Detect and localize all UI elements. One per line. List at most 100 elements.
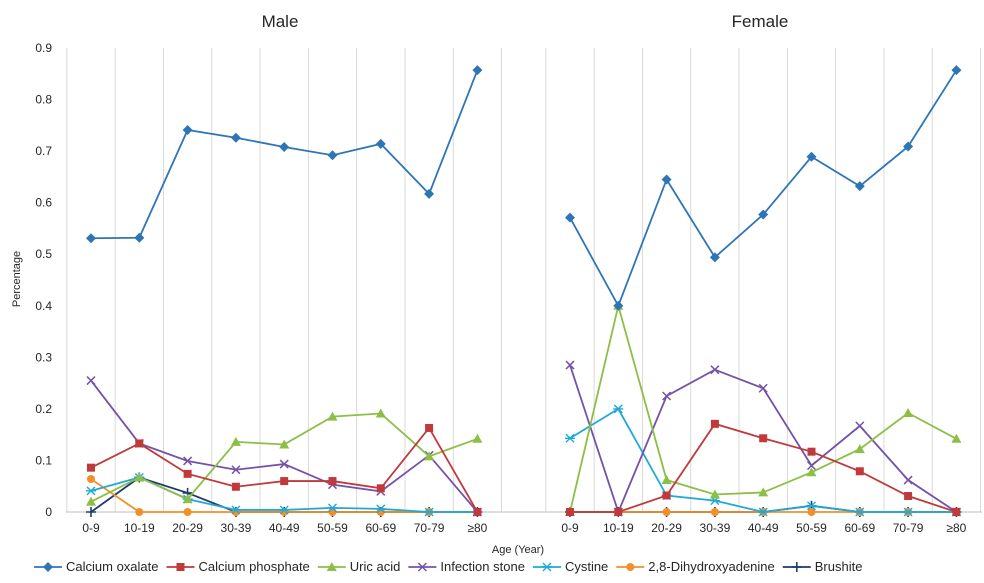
- x-tick-label: 30-39: [221, 521, 252, 535]
- x-tick-label: 20-29: [651, 521, 682, 535]
- data-point-calcium-oxalate: [806, 151, 817, 162]
- x-tick-label: 0-9: [82, 521, 100, 535]
- data-point-infection-stone: [565, 360, 575, 370]
- x-tick-label: 60-69: [365, 521, 396, 535]
- data-point-calcium-phosphate: [710, 419, 719, 428]
- panel-title-female: Female: [732, 12, 789, 31]
- data-point-calcium-phosphate: [328, 477, 337, 486]
- data-point-calcium-phosphate: [231, 482, 240, 491]
- data-point-uric-acid: [709, 489, 720, 499]
- data-point-cystine: [424, 507, 435, 517]
- data-point-calcium-oxalate: [661, 174, 672, 185]
- data-point-calcium-oxalate: [424, 188, 435, 199]
- data-point-calcium-phosphate: [425, 423, 434, 432]
- series-line-uric-acid: [90, 412, 478, 503]
- data-point-uric-acid: [806, 467, 817, 477]
- data-point-brushite: [86, 507, 96, 517]
- data-point-infection-stone: [231, 465, 241, 475]
- y-tick-label: 0.9: [35, 41, 52, 55]
- data-point-calcium-oxalate: [709, 252, 720, 263]
- data-point-calcium-phosphate: [855, 467, 864, 476]
- data-point-uric-acid: [661, 475, 672, 485]
- data-point-uric-acid: [327, 411, 338, 421]
- x-axis-label: Age (Year): [492, 544, 544, 556]
- y-tick-label: 0.2: [35, 402, 52, 416]
- legend-label-cystine: Cystine: [565, 559, 608, 574]
- data-point-infection-stone: [855, 421, 865, 431]
- data-point-infection-stone: [279, 459, 289, 469]
- series-line-calcium-oxalate: [90, 69, 479, 240]
- data-point-infection-stone: [710, 365, 720, 375]
- x-tick-label: 70-79: [414, 521, 445, 535]
- legend-marker-brushite: [791, 562, 802, 572]
- data-point-calcium-oxalate: [903, 141, 914, 152]
- series-line-uric-acid: [569, 305, 957, 513]
- legend-label-infection-stone: Infection stone: [440, 559, 525, 574]
- data-point-calcium-phosphate: [473, 508, 482, 516]
- data-point-calcium-phosphate: [280, 477, 289, 486]
- data-point-cystine: [327, 503, 338, 513]
- data-point-uric-acid: [424, 451, 435, 461]
- x-tick-label: 10-19: [603, 521, 634, 535]
- y-tick-label: 0.5: [35, 247, 52, 261]
- series-line-cystine: [569, 407, 957, 513]
- legend: Calcium oxalate Calcium phosphate Uric aci…: [34, 559, 862, 574]
- data-point-calcium-oxalate: [951, 65, 962, 76]
- x-tick-label: ≥80: [946, 521, 966, 535]
- y-tick-label: 0.1: [35, 453, 52, 467]
- data-point-cystine: [613, 404, 624, 414]
- data-point-uric-acid: [951, 433, 962, 443]
- data-point-cystine: [86, 486, 96, 496]
- plot-area: 0 0.1 0.2 0.3 0.4 0.5 0.6 0.7 0.8 0.9 0-9 10-19 20-2…: [35, 41, 982, 535]
- data-point-calcium-phosphate: [662, 491, 671, 500]
- legend-marker-calcium-oxalate: [43, 562, 53, 572]
- data-point-2-8-dihydroxyadenine: [328, 508, 337, 516]
- legend-marker-cystine: [541, 562, 552, 572]
- data-point-calcium-phosphate: [183, 469, 192, 478]
- x-tick-label: 70-79: [893, 521, 924, 535]
- legend-label-calcium-oxalate: Calcium oxalate: [66, 559, 159, 574]
- data-point-2-8-dihydroxyadenine: [135, 508, 144, 516]
- legend-marker-calcium-phosphate: [176, 563, 185, 571]
- x-tick-label: ≥80: [467, 521, 487, 535]
- data-point-calcium-oxalate: [279, 141, 290, 152]
- data-point-calcium-phosphate: [87, 463, 95, 472]
- data-point-cystine: [806, 501, 817, 511]
- data-point-infection-stone: [758, 383, 768, 393]
- data-point-uric-acid: [854, 444, 865, 454]
- x-tick-label: 60-69: [844, 521, 875, 535]
- y-axis-label: Percentage: [11, 251, 23, 307]
- data-point-cystine: [279, 505, 290, 515]
- data-point-calcium-phosphate: [807, 447, 816, 456]
- data-point-cystine: [375, 504, 386, 514]
- x-tick-label: 50-59: [796, 521, 827, 535]
- data-point-uric-acid: [472, 433, 483, 443]
- data-point-cystine: [230, 505, 241, 515]
- data-point-calcium-oxalate: [758, 209, 769, 220]
- panel-title-male: Male: [262, 12, 299, 31]
- x-tick-label: 40-49: [269, 521, 300, 535]
- data-point-calcium-oxalate: [375, 138, 386, 149]
- data-point-calcium-phosphate: [566, 508, 574, 516]
- legend-label-2-8-dihydroxyadenine: 2,8-Dihydroxyadenine: [648, 559, 774, 574]
- legend-label-uric-acid: Uric acid: [350, 559, 401, 574]
- data-point-uric-acid: [758, 487, 769, 497]
- legend-marker-2-8-dihydroxyadenine: [626, 563, 635, 571]
- data-point-calcium-phosphate: [952, 508, 961, 516]
- data-point-calcium-oxalate: [134, 232, 145, 243]
- y-tick-label: 0.7: [35, 144, 52, 158]
- data-point-uric-acid: [86, 496, 96, 506]
- legend-label-calcium-phosphate: Calcium phosphate: [199, 559, 310, 574]
- data-point-2-8-dihydroxyadenine: [87, 475, 95, 484]
- data-point-cystine: [903, 507, 914, 517]
- data-point-calcium-oxalate: [613, 300, 624, 311]
- data-point-calcium-phosphate: [759, 434, 768, 443]
- data-point-2-8-dihydroxyadenine: [710, 508, 719, 516]
- x-tick-label: 30-39: [700, 521, 731, 535]
- data-point-cystine: [854, 507, 865, 517]
- legend-marker-infection-stone: [417, 562, 427, 572]
- data-point-cystine: [758, 507, 769, 517]
- x-tick-label: 10-19: [124, 521, 155, 535]
- data-point-uric-acid: [182, 494, 193, 504]
